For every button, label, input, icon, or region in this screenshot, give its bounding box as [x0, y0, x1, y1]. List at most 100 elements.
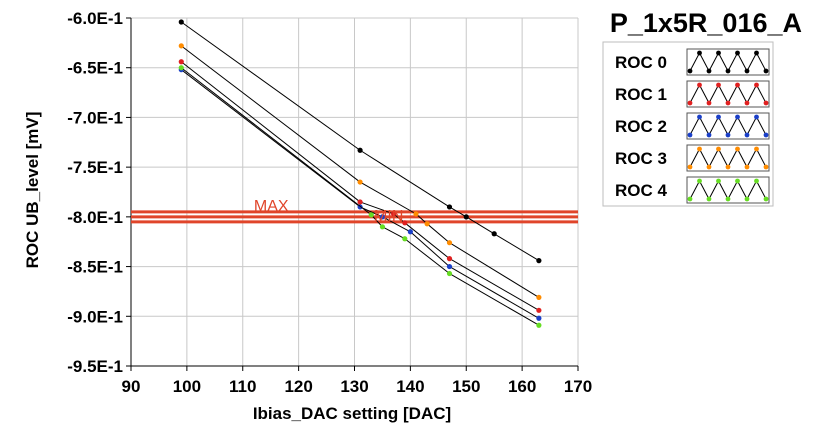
legend-swatch-marker: [735, 146, 740, 152]
data-point: [536, 315, 542, 321]
legend-swatch-marker: [744, 132, 750, 138]
series-line-segment: [449, 266, 540, 319]
data-point: [413, 211, 419, 217]
x-tick-label: 100: [173, 377, 201, 396]
legend-swatch-marker: [725, 100, 731, 106]
legend-swatch-marker: [744, 68, 750, 74]
series-line-segment: [370, 214, 383, 228]
legend-swatch-marker: [716, 50, 721, 56]
x-tick-label: 170: [564, 377, 592, 396]
y-tick-label: -9.0E-1: [67, 307, 123, 326]
legend-swatch-marker: [687, 132, 693, 138]
series-line-segment: [180, 69, 361, 208]
x-tick-label: 150: [452, 377, 480, 396]
legend-swatch-marker: [735, 50, 740, 56]
y-tick-label: -7.5E-1: [67, 158, 123, 177]
legend-swatch-marker: [735, 178, 740, 184]
series-line-segment: [426, 223, 450, 244]
data-point: [424, 221, 430, 227]
series-line-segment: [404, 238, 450, 274]
data-point: [379, 224, 386, 230]
data-point: [357, 147, 363, 153]
series-line-segment: [449, 273, 540, 326]
legend-swatch-marker: [754, 82, 759, 88]
legend-swatch-marker: [763, 164, 769, 170]
limit-label: MAX: [254, 198, 289, 215]
data-point: [536, 294, 542, 300]
series-line-segment: [404, 222, 450, 260]
data-point: [178, 59, 184, 65]
series-line-segment: [359, 201, 394, 215]
legend-swatch-marker: [735, 82, 740, 88]
legend-swatch-marker: [697, 114, 702, 120]
data-point: [402, 236, 408, 242]
data-point: [379, 214, 386, 220]
y-axis-label: ROC UB_level [mV]: [23, 112, 42, 269]
legend-swatch-marker: [763, 100, 769, 106]
legend-swatch-marker: [754, 146, 759, 152]
data-point: [536, 307, 542, 313]
legend-swatch-marker: [725, 164, 731, 170]
legend-swatch-marker: [687, 164, 693, 170]
y-tick-label: -6.5E-1: [67, 59, 123, 78]
series-line-segment: [180, 45, 361, 183]
legend-swatch-marker: [744, 100, 750, 106]
legend-swatch-marker: [754, 114, 759, 120]
series-line-segment: [449, 258, 540, 311]
legend-swatch-marker: [763, 196, 769, 202]
legend-swatch-marker: [706, 132, 712, 138]
legend-swatch-marker: [687, 100, 693, 106]
legend-swatch-marker: [716, 114, 721, 120]
legend-swatch-marker: [697, 178, 702, 184]
series-line-segment: [449, 206, 467, 218]
series-line-segment: [382, 216, 411, 233]
legend-swatch-marker: [725, 196, 731, 202]
legend-swatch-marker: [706, 68, 712, 74]
legend-swatch-marker: [716, 178, 721, 184]
data-point: [178, 43, 184, 49]
legend-swatch-marker: [744, 164, 750, 170]
series-line-segment: [180, 21, 361, 151]
x-tick-label: 90: [122, 377, 141, 396]
legend-swatch-marker: [754, 178, 759, 184]
data-point: [463, 214, 469, 220]
series-line-segment: [449, 242, 540, 298]
x-tick-label: 110: [229, 377, 256, 396]
series-line-segment: [180, 67, 372, 216]
data-point: [446, 240, 453, 246]
limit-label: MIN: [374, 208, 403, 225]
y-tick-label: -6.0E-1: [67, 9, 123, 28]
series-line-segment: [410, 231, 450, 267]
series-line-segment: [180, 61, 361, 203]
data-point: [357, 179, 363, 185]
data-point: [446, 270, 453, 277]
data-point: [446, 263, 453, 270]
legend-entry-label: ROC 2: [615, 117, 667, 136]
x-tick-label: 140: [396, 377, 424, 396]
series-line-segment: [359, 149, 450, 208]
data-point: [357, 199, 363, 205]
data-point: [391, 211, 397, 217]
legend-swatch-marker: [763, 132, 769, 138]
legend-swatch-marker: [687, 196, 693, 202]
y-tick-label: -8.0E-1: [67, 208, 123, 227]
y-tick-label: -8.5E-1: [67, 258, 123, 277]
legend-swatch-marker: [697, 50, 702, 56]
legend-entry-label: ROC 0: [615, 53, 667, 72]
data-point: [402, 220, 408, 226]
series-line-segment: [465, 216, 495, 235]
data-point: [536, 258, 542, 264]
legend-swatch-marker: [735, 114, 740, 120]
legend-swatch-marker: [725, 132, 731, 138]
data-point: [491, 231, 497, 237]
x-tick-label: 130: [340, 377, 368, 396]
y-tick-label: -9.5E-1: [67, 357, 123, 376]
legend-swatch-marker: [706, 196, 712, 202]
series-line-segment: [359, 181, 417, 215]
data-point: [368, 212, 374, 218]
chart-title: P_1x5R_016_A: [610, 8, 802, 38]
legend-swatch-marker: [744, 196, 750, 202]
data-point: [446, 256, 453, 262]
legend-swatch-marker: [716, 146, 721, 152]
